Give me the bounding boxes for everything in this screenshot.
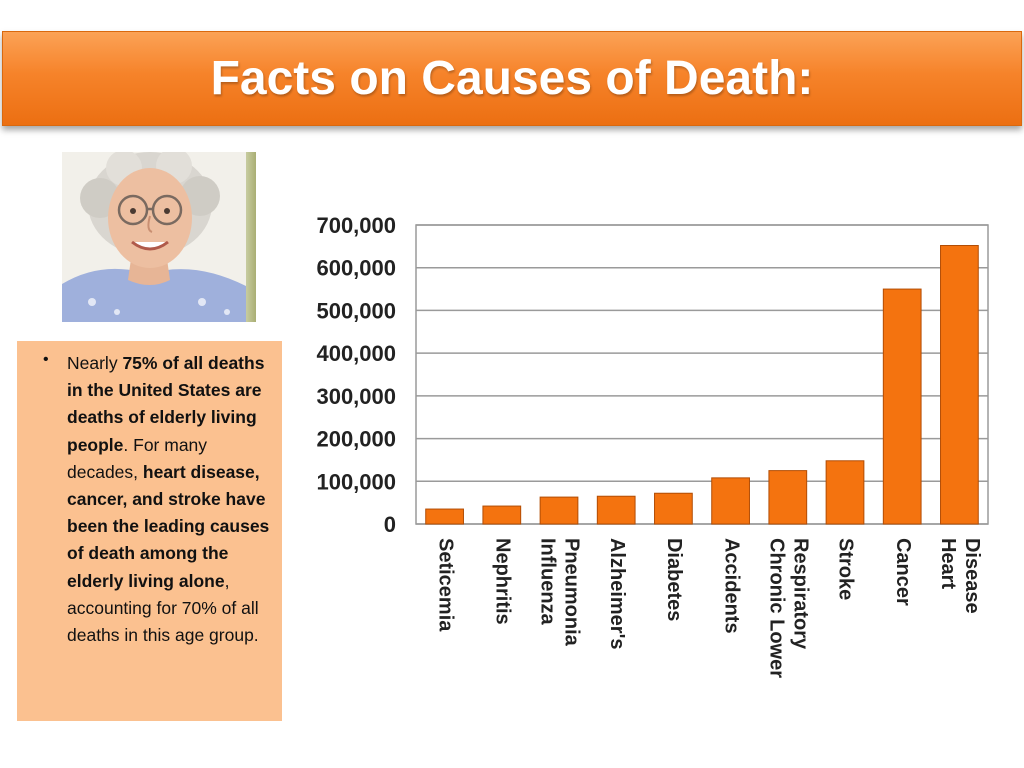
y-tick-label: 400,000: [316, 341, 396, 366]
x-tick-label: Chronic Lower Respiratory: [766, 538, 812, 678]
bar-stroke: [825, 460, 865, 525]
x-tick-label-line: Seticemia: [434, 538, 456, 632]
x-tick-label-line: Heart: [937, 538, 959, 589]
y-tick-label: 300,000: [316, 384, 396, 409]
x-tick-label-line: Influenza: [537, 538, 559, 626]
bullet-text-part: Nearly: [67, 353, 123, 373]
x-tick-label-line: Alzheimer's: [606, 538, 628, 649]
x-tick-label: Influenza Pneumonia: [537, 538, 583, 647]
bar-cancer: [882, 288, 922, 525]
x-tick-label-line: Diabetes: [663, 538, 685, 621]
bullet-text-bold: 75% of all deaths in the United States a…: [67, 353, 265, 455]
x-tick-label: Heart Disease: [937, 538, 983, 614]
x-tick-label: Alzheimer's: [606, 538, 628, 649]
x-tick-label: Seticemia: [434, 538, 456, 632]
x-tick-label-line: Respiratory: [790, 538, 812, 650]
chart-x-axis-labels: Seticemia Nephritis Influenza Pneumonia Alzh…: [434, 538, 983, 678]
x-tick-label-line: Disease: [961, 538, 983, 614]
x-tick-label-line: Pneumonia: [561, 538, 583, 647]
bar-nephritis: [482, 505, 522, 525]
x-tick-label: Nephritis: [492, 538, 514, 625]
y-tick-label: 600,000: [316, 256, 396, 281]
title-banner: Facts on Causes of Death:: [2, 31, 1022, 126]
x-tick-label-line: Cancer: [892, 538, 914, 606]
bullet-paragraph: Nearly 75% of all deaths in the United S…: [67, 350, 270, 649]
x-tick-label-line: Chronic Lower: [766, 538, 788, 678]
x-tick-label: Cancer: [892, 538, 914, 606]
y-tick-label: 200,000: [316, 427, 396, 452]
bullet-text-part: , accounting for 70% of all deaths in th…: [67, 570, 259, 646]
bullet-textbox: • Nearly 75% of all deaths in the United…: [17, 341, 282, 721]
x-tick-label-line: Stroke: [835, 538, 857, 600]
bar-heart-disease: [940, 245, 979, 525]
bullet-text-bold: heart disease, cancer, and stroke have b…: [67, 461, 270, 591]
bar-accidents: [711, 477, 750, 525]
x-tick-label: Stroke: [835, 538, 857, 600]
bar-diabetes: [654, 492, 693, 525]
bullet-marker: •: [43, 351, 49, 368]
y-tick-label: 0: [384, 512, 396, 537]
chart-bars: [425, 245, 979, 525]
x-tick-label-line: Nephritis: [492, 538, 514, 625]
x-tick-label: Diabetes: [663, 538, 685, 621]
x-tick-label-line: Accidents: [720, 538, 742, 634]
elderly-woman-photo: [62, 152, 256, 322]
x-tick-label: Accidents: [720, 538, 742, 634]
chart-y-axis-labels: 0 100,000 200,000 300,000 400,000 500,000 600,…: [316, 213, 396, 537]
bar-influenza-pneumonia: [539, 496, 579, 525]
causes-of-death-bar-chart: 0 100,000 200,000 300,000 400,000 500,000 600,…: [316, 213, 989, 678]
bar-alzheimer-s: [596, 495, 636, 525]
page-title: Facts on Causes of Death:: [210, 52, 814, 105]
photo-edge-strip: [246, 152, 256, 322]
bullet-text-part: . For many decades,: [67, 434, 208, 482]
bar-seticemia: [425, 508, 464, 525]
y-tick-label: 100,000: [316, 469, 396, 494]
bar-chronic-lower-respiratory: [768, 470, 808, 525]
portrait-illustration: [62, 152, 256, 322]
y-tick-label: 700,000: [316, 213, 396, 238]
y-tick-label: 500,000: [316, 298, 396, 323]
